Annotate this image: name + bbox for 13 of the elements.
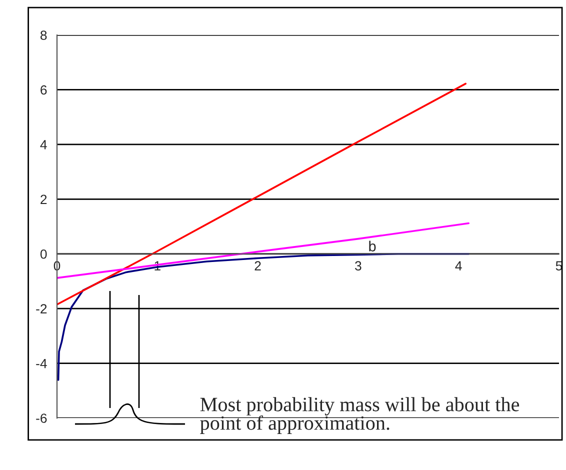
x-tick-label: 2 <box>254 261 261 270</box>
x-tick-label: 3 <box>355 261 362 271</box>
y-tick-label: 2 <box>40 194 47 204</box>
y-tick-label: 6 <box>40 85 47 95</box>
y-tick-label: 4 <box>40 140 47 150</box>
x-tick-label: 4 <box>455 261 462 270</box>
annotation: b <box>369 240 376 252</box>
y-tick-label: 8 <box>40 30 47 40</box>
y-tick-label: -2 <box>36 304 47 314</box>
y-tick-label: -6 <box>36 414 47 423</box>
annotation: Most probability mass will be about the point of approximation. <box>200 397 520 434</box>
y-tick-label: 0 <box>40 249 47 259</box>
y-tick-label: -4 <box>36 359 47 368</box>
